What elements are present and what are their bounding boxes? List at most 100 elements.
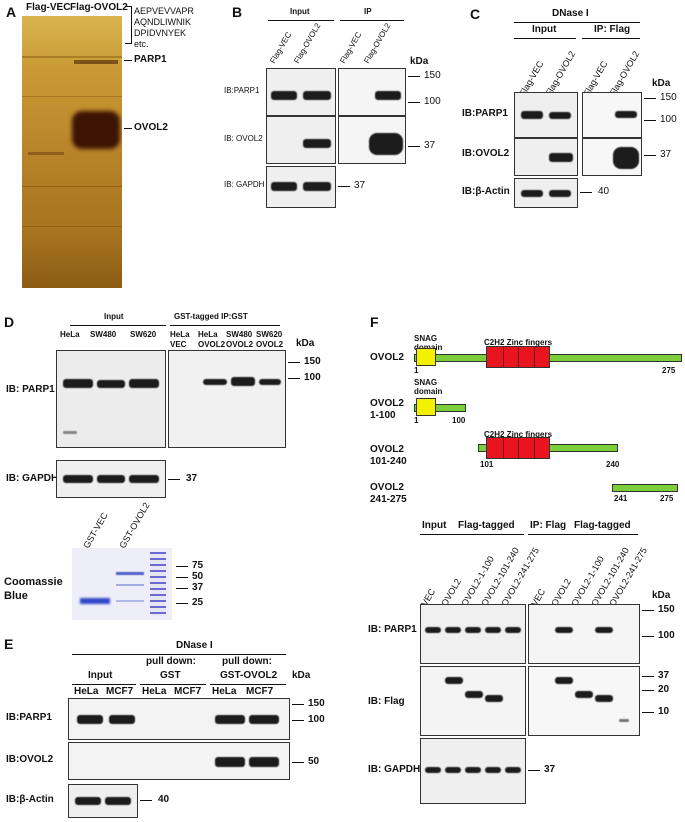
marker-f-37: 37 (658, 670, 670, 681)
gel-marker-37: 37 (192, 582, 204, 593)
blot-b-ovol2-input (266, 116, 336, 164)
band-label-parp1: PARP1 (134, 54, 167, 65)
blot-f-parp1-ip (528, 604, 640, 664)
row-label-parp1-b: IB:PARP1 (224, 86, 260, 95)
title-dnase-e: DNase I (176, 640, 213, 651)
construct-2-start: 1 (414, 416, 419, 425)
construct-3-end: 240 (606, 460, 620, 469)
construct-1-end: 275 (662, 366, 676, 375)
peptide-1: AEPVEVVAPR (134, 6, 194, 16)
blot-e-actin (68, 784, 138, 818)
input-underline-d (70, 325, 166, 326)
gst-underline-e (140, 684, 206, 685)
construct-4-start: 241 (614, 494, 628, 503)
blot-f-parp1-input (420, 604, 526, 664)
lane-label-flag-ovol2: Flag-OVOL2 (70, 2, 128, 13)
row-label-parp1-f: IB: PARP1 (368, 624, 417, 635)
peptide-bracket (125, 6, 132, 44)
lane-e-4: MCF7 (174, 686, 202, 697)
ip-underline (340, 20, 404, 21)
zinc-finger-divider (533, 347, 535, 367)
construct-1-zinc-domain (486, 346, 550, 368)
construct-3-zinc: C2H2 Zinc fingers (484, 430, 553, 439)
marker-f-10: 10 (658, 706, 670, 717)
silver-stain-gel (22, 16, 122, 288)
blot-b-ovol2-ip (338, 116, 406, 164)
kda-label-b: kDa (410, 56, 429, 67)
zinc-finger-divider (518, 347, 519, 367)
construct-3-start: 101 (480, 460, 494, 469)
row-label-parp1-c: IB:PARP1 (462, 108, 508, 119)
kda-label-d: kDa (296, 338, 315, 349)
zinc-finger-divider (502, 347, 504, 367)
coomassie-gel (72, 548, 172, 620)
lane-e-5: HeLa (212, 686, 237, 697)
gst-underline-d (170, 325, 280, 326)
construct-2-name: OVOL2 (370, 398, 404, 409)
gel-lane-gst-ovol2: GST-OVOL2 (117, 500, 152, 550)
marker-d-37: 37 (186, 473, 198, 484)
row-label-ovol2-b: IB: OVOL2 (224, 134, 263, 143)
group-f-input: Input (422, 520, 447, 531)
lane-d-4: HeLa (170, 330, 190, 339)
row-label-actin-c: IB:β-Actin (462, 186, 510, 197)
parp1-pointer (124, 60, 132, 61)
marker-e-100: 100 (308, 714, 325, 725)
group-e-pull2: pull down: (222, 656, 272, 667)
blot-b-gapdh-input (266, 166, 336, 208)
dnase-underline-c (514, 22, 640, 23)
row-label-gapdh-d: IB: GAPDH (6, 473, 59, 484)
construct-4-name2: 241-275 (370, 494, 407, 505)
group-f-ip: IP: Flag (530, 520, 567, 531)
construct-1-snag: SNAG (414, 334, 438, 343)
row-label-ovol2-c: IB:OVOL2 (462, 148, 510, 159)
dnase-underline-e (72, 654, 286, 655)
group-label-ip: IP (364, 7, 372, 16)
group-d-gst: GST-tagged IP:GST (174, 312, 248, 321)
blot-e-ovol2 (68, 742, 290, 780)
marker-d-150: 150 (304, 356, 321, 367)
construct-1-start: 1 (414, 366, 419, 375)
lane-e-6: MCF7 (246, 686, 274, 697)
marker-b-150: 150 (424, 70, 441, 81)
lane-d-6: SW480 (226, 330, 253, 339)
ip-underline-f (528, 534, 638, 535)
construct-2-end: 100 (452, 416, 466, 425)
group-e-gst: GST (160, 670, 181, 681)
marker-b-37: 37 (424, 140, 436, 151)
marker-c-100: 100 (660, 114, 677, 125)
ip-underline-c (582, 38, 640, 39)
blot-c-parp1-ip (582, 92, 642, 138)
panel-letter-d: D (4, 314, 15, 330)
lane-d-b3: OVOL2 (226, 340, 254, 349)
lane-b-1: Flag-VEC (268, 30, 294, 65)
row-label-actin-e: IB:β-Actin (6, 794, 54, 805)
marker-e-50: 50 (308, 756, 320, 767)
construct-3-zinc-domain (486, 437, 550, 459)
lane-e-1: HeLa (74, 686, 99, 697)
marker-d-100: 100 (304, 372, 321, 383)
panel-letter-f: F (370, 314, 379, 330)
lane-e-2: MCF7 (106, 686, 134, 697)
construct-1-name: OVOL2 (370, 352, 404, 363)
peptide-etc: etc. (134, 39, 149, 49)
group-label-input: Input (290, 7, 310, 16)
group-e-gstovol2: GST-OVOL2 (220, 670, 278, 681)
blot-c-ovol2-input (514, 138, 578, 176)
blot-c-actin-input (514, 178, 578, 208)
construct-4-name: OVOL2 (370, 482, 404, 493)
marker-f-100: 100 (658, 630, 675, 641)
lane-d-b2: OVOL2 (198, 340, 226, 349)
construct-3-name2: 101-240 (370, 456, 407, 467)
construct-3-name: OVOL2 (370, 444, 404, 455)
lane-label-flag-vec: Flag-VEC (26, 2, 71, 13)
lane-d-7: SW620 (256, 330, 283, 339)
panel-letter-a: A (6, 4, 17, 20)
group-c-input: Input (532, 24, 557, 35)
gel-marker-50: 50 (192, 571, 204, 582)
kda-label-c: kDa (652, 78, 671, 89)
construct-1-snag2: domain (414, 343, 442, 352)
lane-d-1: HeLa (60, 330, 80, 339)
blot-f-gapdh (420, 738, 526, 804)
panel-letter-e: E (4, 636, 14, 652)
